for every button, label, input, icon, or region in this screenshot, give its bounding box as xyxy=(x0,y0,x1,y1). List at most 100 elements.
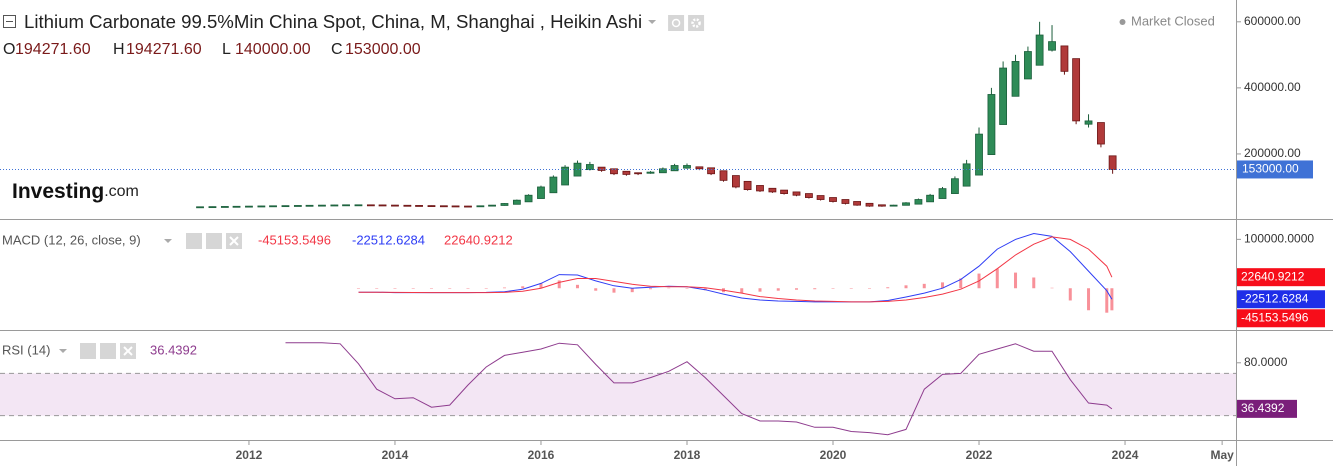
y-tick-label: 80.0000 xyxy=(1244,355,1288,369)
candle-body xyxy=(488,204,496,207)
candle-body xyxy=(683,165,691,169)
indicator-line xyxy=(358,236,1113,303)
candle-body xyxy=(1024,51,1032,80)
candle-body xyxy=(634,172,642,175)
candle-body xyxy=(318,204,326,207)
collapse-button[interactable] xyxy=(3,15,16,28)
histogram-bar xyxy=(941,282,945,289)
candle-body xyxy=(926,194,935,203)
candle-body xyxy=(415,205,423,207)
indicator-value: -45153.5496 xyxy=(258,232,331,247)
candle-body xyxy=(999,67,1008,125)
histogram-bar xyxy=(502,287,506,289)
candle-body xyxy=(732,175,740,188)
rsi-title: RSI (14) xyxy=(2,342,50,357)
visibility-button[interactable] xyxy=(186,233,202,249)
candle-body xyxy=(719,170,728,181)
close-icon xyxy=(229,236,239,246)
settings-button[interactable] xyxy=(206,233,222,249)
candle-body xyxy=(330,204,339,207)
candle-body xyxy=(451,205,460,208)
candle-body xyxy=(841,199,850,204)
dropdown-arrow[interactable] xyxy=(59,349,67,353)
candle-body xyxy=(987,94,996,155)
histogram-bar xyxy=(795,288,799,290)
indicator-value: -22512.6284 xyxy=(352,232,425,247)
ohlc-key: C xyxy=(331,41,343,58)
x-tick-label: 2014 xyxy=(382,448,409,462)
rsi-controls xyxy=(59,343,136,359)
candle-body xyxy=(549,176,558,194)
candle-body xyxy=(293,205,302,207)
histogram-bar xyxy=(813,288,817,290)
visibility-button[interactable] xyxy=(668,15,685,31)
histogram-bar xyxy=(575,284,579,289)
x-tick-label: 2018 xyxy=(674,448,701,462)
histogram-bar xyxy=(539,283,543,289)
candle-body xyxy=(537,186,545,199)
histogram-bar xyxy=(648,288,652,290)
histogram-bar xyxy=(630,288,634,293)
candle-body xyxy=(439,205,448,208)
last-price-label: 153000.00 xyxy=(1242,162,1299,176)
y-tick-label: 100000.0000 xyxy=(1244,232,1314,246)
histogram-bar xyxy=(740,288,744,294)
ohlc-value: 140000.00 xyxy=(235,41,311,58)
settings-button[interactable] xyxy=(100,343,116,359)
candle-body xyxy=(1060,45,1069,72)
histogram-bar xyxy=(758,288,762,292)
candle-body xyxy=(670,165,679,172)
visibility-button[interactable] xyxy=(80,343,96,359)
x-tick-label: 2016 xyxy=(528,448,555,462)
histogram-bar xyxy=(557,280,561,289)
value-tag xyxy=(1237,290,1325,309)
histogram-bar xyxy=(393,288,397,289)
candle-body xyxy=(853,201,861,206)
candle-body xyxy=(610,168,618,175)
dropdown-arrow[interactable] xyxy=(164,239,172,243)
candle-body xyxy=(658,168,667,174)
candle-body xyxy=(208,206,217,209)
candle-body xyxy=(561,166,569,186)
histogram-bar xyxy=(1014,272,1018,289)
dropdown-arrow[interactable] xyxy=(648,20,657,24)
ohlc-value: 194271.60 xyxy=(126,41,202,58)
histogram-bar xyxy=(776,288,780,291)
histogram-bar xyxy=(356,288,360,289)
candle-body xyxy=(232,205,241,208)
histogram-bar xyxy=(685,288,689,289)
candle-body xyxy=(403,204,412,207)
candle-body xyxy=(1035,34,1044,66)
candle-body xyxy=(464,205,472,208)
pane xyxy=(0,342,1236,436)
histogram-bar xyxy=(849,288,853,289)
value-tag-label: 36.4392 xyxy=(1241,401,1285,415)
chart-title: Lithium Carbonate 99.5%Min China Spot, C… xyxy=(24,11,642,32)
x-tick-label: 2020 xyxy=(820,448,847,462)
settings-button[interactable] xyxy=(688,15,705,31)
value-tag-label: -22512.6284 xyxy=(1241,291,1309,305)
candle-body xyxy=(220,206,229,208)
candle-body xyxy=(792,191,801,196)
histogram-bar xyxy=(959,278,963,289)
candle-body xyxy=(500,203,509,206)
ohlc-header: O 194271.60 H 194271.60 L 140000.00 C 153000.00 xyxy=(3,41,421,58)
histogram-bar xyxy=(667,287,671,289)
last-price-tag xyxy=(1237,160,1313,179)
candle-body xyxy=(269,205,277,208)
candle-body xyxy=(914,199,923,205)
candle-body xyxy=(257,205,266,208)
logo: Investing.com xyxy=(12,180,139,203)
status-dot xyxy=(1119,19,1126,25)
close-icon xyxy=(123,346,133,356)
histogram-bar xyxy=(594,288,598,291)
y-tick-label: 400000.00 xyxy=(1244,80,1301,94)
candle-body xyxy=(646,171,655,174)
histogram-bar xyxy=(521,286,525,289)
candle-body xyxy=(196,206,204,209)
candle-body xyxy=(902,202,910,206)
macd-title: MACD (12, 26, close, 9) xyxy=(2,232,141,247)
y-tick-label: 200000.00 xyxy=(1244,146,1301,160)
value-tag xyxy=(1237,309,1325,328)
